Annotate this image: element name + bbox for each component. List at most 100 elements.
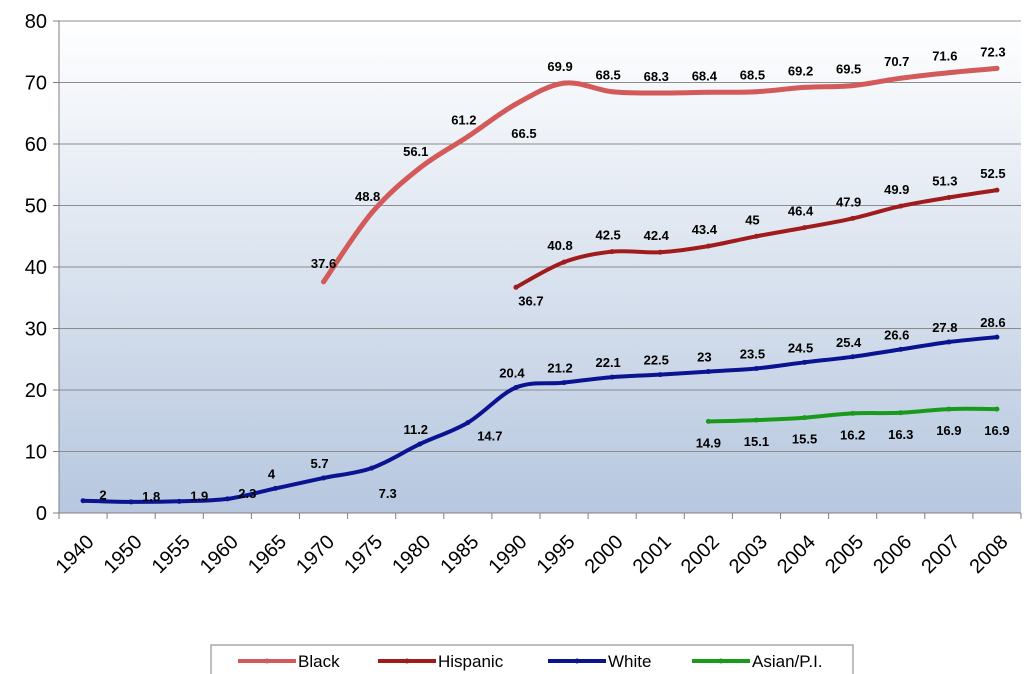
data-point bbox=[994, 406, 1000, 412]
legend-label: Black bbox=[298, 652, 340, 671]
y-tick-label: 40 bbox=[25, 257, 47, 279]
data-point bbox=[513, 385, 519, 391]
y-tick-label: 80 bbox=[25, 11, 47, 33]
data-point bbox=[609, 249, 615, 255]
data-point bbox=[513, 101, 519, 107]
data-label: 69.9 bbox=[547, 59, 572, 74]
x-tick-label: 2001 bbox=[629, 531, 676, 578]
x-tick-label: 2006 bbox=[869, 531, 916, 578]
data-label: 4 bbox=[268, 466, 276, 481]
data-label: 21.2 bbox=[547, 361, 572, 376]
data-label: 5.7 bbox=[311, 456, 329, 471]
data-point bbox=[946, 70, 952, 76]
data-label: 11.2 bbox=[403, 422, 428, 437]
data-point bbox=[994, 65, 1000, 71]
legend-marker bbox=[574, 658, 580, 664]
data-label: 16.2 bbox=[840, 427, 865, 442]
data-label: 2 bbox=[99, 488, 106, 503]
data-point bbox=[994, 334, 1000, 340]
data-label: 14.7 bbox=[477, 429, 502, 444]
legend-marker bbox=[264, 658, 270, 664]
data-point bbox=[946, 195, 952, 201]
x-tick-label: 1995 bbox=[533, 531, 580, 578]
data-label: 16.3 bbox=[888, 427, 913, 442]
data-point bbox=[705, 89, 711, 95]
data-point bbox=[369, 465, 375, 471]
x-tick-label: 1955 bbox=[148, 531, 195, 578]
y-tick-label: 60 bbox=[25, 134, 47, 156]
data-label: 69.2 bbox=[788, 63, 813, 78]
legend: Black Hispanic White Asian/P.I. bbox=[210, 644, 854, 674]
data-point bbox=[657, 249, 663, 255]
data-point bbox=[898, 75, 904, 81]
data-point bbox=[850, 410, 856, 416]
data-label: 68.5 bbox=[740, 68, 765, 83]
data-point bbox=[802, 415, 808, 421]
x-tick-label: 2004 bbox=[773, 531, 820, 578]
data-label: 20.4 bbox=[499, 366, 525, 381]
data-point bbox=[898, 203, 904, 209]
y-tick-label: 10 bbox=[25, 442, 47, 464]
data-label: 25.4 bbox=[836, 335, 862, 350]
x-tick-label: 1965 bbox=[244, 531, 291, 578]
data-label: 2.3 bbox=[238, 486, 256, 501]
data-label: 22.5 bbox=[644, 353, 669, 368]
data-point bbox=[609, 89, 615, 95]
data-point bbox=[417, 165, 423, 171]
data-point bbox=[465, 134, 471, 140]
legend-label: Asian/P.I. bbox=[752, 652, 823, 671]
data-label: 23.5 bbox=[740, 346, 765, 361]
y-tick-label: 70 bbox=[25, 73, 47, 95]
data-point bbox=[753, 89, 759, 95]
data-label: 27.8 bbox=[932, 320, 957, 335]
data-point bbox=[513, 284, 519, 290]
legend-label: White bbox=[608, 652, 651, 671]
data-label: 16.9 bbox=[936, 423, 961, 438]
data-label: 23 bbox=[697, 350, 711, 365]
data-label: 28.6 bbox=[980, 315, 1005, 330]
data-point bbox=[561, 259, 567, 265]
x-tick-label: 1980 bbox=[388, 531, 435, 578]
y-tick-label: 20 bbox=[25, 380, 47, 402]
data-point bbox=[705, 418, 711, 424]
data-label: 37.6 bbox=[311, 256, 336, 271]
x-tick-label: 2007 bbox=[917, 531, 964, 578]
y-tick-label: 0 bbox=[36, 503, 47, 525]
x-tick-label: 1970 bbox=[292, 531, 339, 578]
data-point bbox=[321, 475, 327, 481]
data-label: 68.5 bbox=[595, 68, 620, 83]
data-label: 70.7 bbox=[884, 54, 909, 69]
x-tick-label: 1940 bbox=[52, 531, 99, 578]
data-point bbox=[802, 225, 808, 231]
data-label: 14.9 bbox=[696, 435, 721, 450]
data-point bbox=[224, 496, 230, 502]
data-labels: 37.6 48.8 56.1 61.2 66.5 69.9 68.5 68.3 68.4 68.5… bbox=[99, 44, 1009, 504]
data-point bbox=[321, 279, 327, 285]
data-label: 68.3 bbox=[644, 69, 669, 84]
data-label: 40.8 bbox=[547, 238, 572, 253]
series-line-white bbox=[81, 335, 999, 504]
data-point bbox=[561, 80, 567, 86]
data-point bbox=[609, 374, 615, 380]
x-tick-label: 1975 bbox=[340, 531, 387, 578]
data-label: 61.2 bbox=[451, 113, 476, 128]
x-tick-label: 1950 bbox=[100, 531, 147, 578]
data-point bbox=[850, 354, 856, 360]
data-label: 69.5 bbox=[836, 62, 861, 77]
x-tick-label: 2003 bbox=[725, 531, 772, 578]
data-label: 7.3 bbox=[379, 486, 397, 501]
data-point bbox=[128, 499, 134, 505]
data-point bbox=[705, 369, 711, 375]
legend-marker bbox=[404, 658, 410, 664]
data-label: 45 bbox=[745, 212, 759, 227]
data-point bbox=[561, 380, 567, 386]
data-point bbox=[753, 365, 759, 371]
data-label: 43.4 bbox=[692, 222, 718, 237]
y-tick-label: 30 bbox=[25, 319, 47, 341]
legend-marker bbox=[718, 658, 724, 664]
data-label: 49.9 bbox=[884, 182, 909, 197]
data-label: 16.9 bbox=[984, 423, 1009, 438]
data-label: 26.6 bbox=[884, 327, 909, 342]
data-point bbox=[753, 417, 759, 423]
data-point bbox=[705, 243, 711, 249]
